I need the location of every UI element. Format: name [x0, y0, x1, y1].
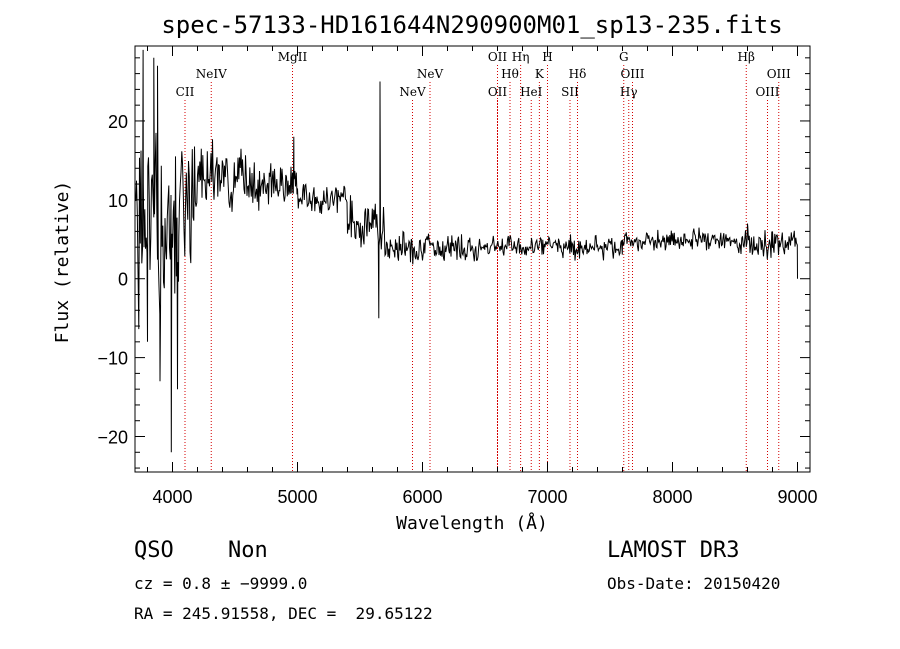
x-tick-label: 5000 — [277, 487, 317, 507]
axis-ticks — [135, 46, 810, 472]
chart-title: spec-57133-HD161644N290900M01_sp13-235.f… — [161, 11, 782, 39]
y-axis-label: Flux (relative) — [52, 181, 73, 344]
object-subclass: Non — [228, 538, 268, 563]
x-tick-label: 6000 — [402, 487, 442, 507]
emission-line-label: K — [535, 67, 545, 81]
emission-line-markers — [184, 65, 780, 472]
object-class: QSO — [134, 538, 174, 563]
observation-date: Obs-Date: 20150420 — [607, 574, 781, 593]
x-tick-label: 4000 — [152, 487, 192, 507]
y-tick-label: 0 — [118, 270, 128, 290]
emission-line-label: Hη — [512, 50, 530, 64]
emission-line-label: OIII — [767, 67, 791, 81]
x-tick-label: 7000 — [527, 487, 567, 507]
emission-line-label: Hγ — [620, 85, 638, 99]
survey-name: LAMOST DR3 — [607, 538, 740, 563]
emission-line-label: OIII — [755, 85, 779, 99]
y-tick-label: −10 — [97, 349, 128, 369]
coordinates: RA = 245.91558, DEC = 29.65122 — [134, 604, 433, 623]
emission-line-label: MgII — [278, 50, 308, 64]
emission-line-label: HeI — [520, 85, 543, 99]
redshift-value: cz = 0.8 ± −9999.0 — [134, 574, 308, 593]
emission-line-label: Hβ — [738, 50, 755, 64]
emission-line-label: Hθ — [501, 67, 519, 81]
emission-line-label: NeV — [399, 85, 426, 99]
x-axis-label: Wavelength (Å) — [396, 512, 548, 534]
x-tick-label: 9000 — [777, 487, 817, 507]
emission-line-label: H — [542, 50, 552, 64]
emission-line-label: SII — [561, 85, 579, 99]
emission-line-label: OII — [488, 85, 508, 99]
axis-tick-labels: 4000 5000 6000 7000 8000 9000 −20 −10 0 10 20 — [97, 112, 817, 507]
emission-line-label: G — [619, 50, 629, 64]
y-tick-label: −20 — [97, 428, 128, 448]
emission-line-label: Hδ — [569, 67, 587, 81]
spectrum-line — [134, 49, 798, 453]
emission-line-label: OII — [488, 50, 508, 64]
x-tick-label: 8000 — [652, 487, 692, 507]
emission-line-label: OIII — [620, 67, 644, 81]
y-tick-label: 20 — [108, 112, 128, 132]
emission-line-label: CII — [176, 85, 195, 99]
y-tick-label: 10 — [108, 191, 128, 211]
emission-line-label: NeV — [417, 67, 444, 81]
emission-line-label: NeIV — [196, 67, 227, 81]
plot-frame — [134, 45, 811, 473]
